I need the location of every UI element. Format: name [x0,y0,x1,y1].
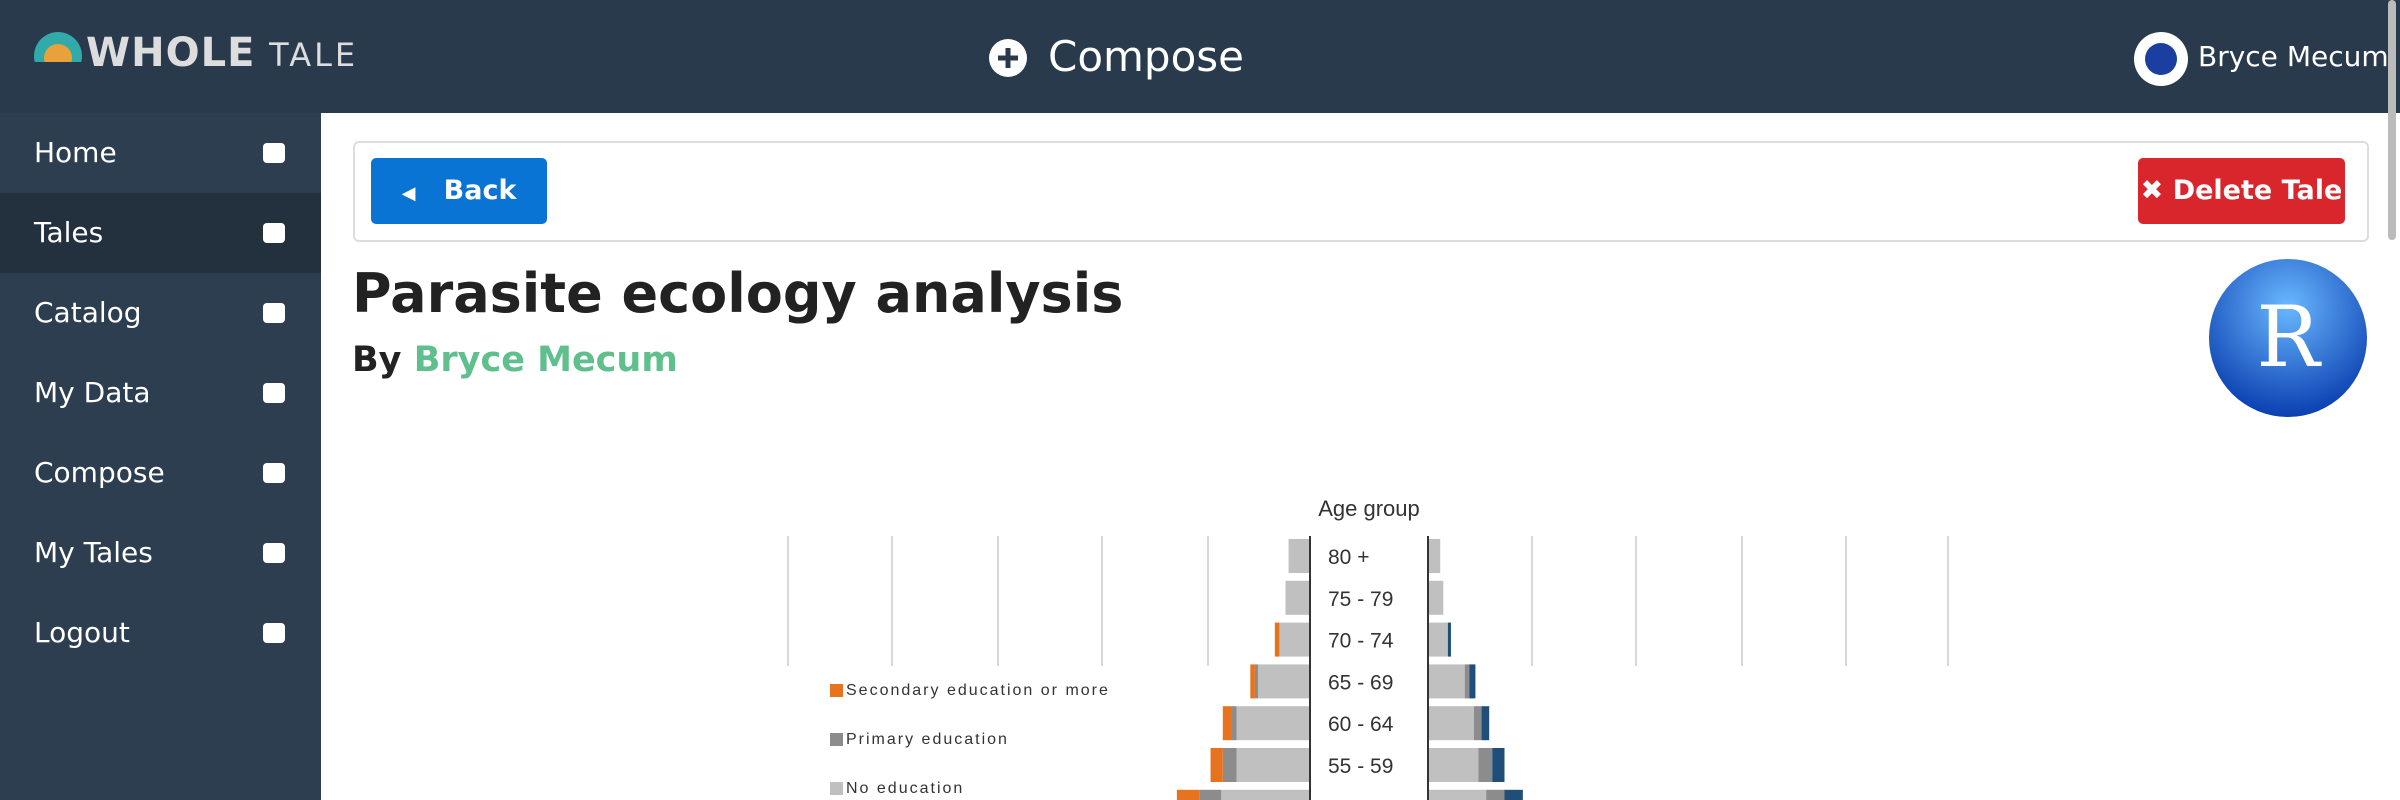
bar [1428,706,1474,741]
logo-word: WHOLE [86,30,256,76]
nav-item[interactable]: Logout [0,593,321,673]
category-label: 50 - 54 [1328,797,1394,800]
page-title: Compose [1048,32,1245,81]
legend-swatch [830,684,843,697]
tale-byline: By Bryce Mecum [352,340,678,380]
nav-label[interactable]: Catalog [34,296,142,329]
bar [1274,622,1280,657]
nav-icon[interactable] [263,463,285,483]
back-label[interactable]: Back [443,175,517,206]
user-name[interactable]: Bryce Mecum [2198,40,2389,73]
bar [1486,789,1505,800]
bar [1221,789,1310,800]
bar [1473,706,1482,741]
logo-text: WHOLE TALE [86,30,358,76]
nav-icon[interactable] [263,623,285,643]
bar [1279,622,1310,657]
bar [1285,580,1310,615]
delete-button[interactable]: ✖ Delete Tale [2138,158,2345,224]
nav-label[interactable]: Home [34,136,117,169]
legend-swatch [830,733,843,746]
bar [1469,664,1476,699]
nav-item[interactable]: Catalog [0,273,321,353]
legend-swatch [830,782,843,795]
bar [1428,748,1479,782]
delete-label[interactable]: Delete Tale [2172,175,2343,206]
avatar[interactable] [2133,31,2189,87]
bar [1199,789,1222,800]
toolbar: ◀ Back ✖ Delete Tale [353,141,2369,242]
nav-icon[interactable] [263,303,285,323]
category-label: 70 - 74 [1328,630,1394,653]
bar [1210,748,1223,782]
category-label: 80 + [1328,546,1369,569]
nav-item[interactable]: My Data [0,353,321,433]
bar [1257,664,1310,699]
bar [1504,789,1523,800]
bar [1478,748,1493,782]
nav-label[interactable]: My Tales [34,536,153,569]
bar [1222,748,1237,782]
header: WHOLE TALE Compose Bryce Mecum [0,0,2400,113]
bar [1428,622,1448,657]
r-badge: R [2209,259,2367,417]
sidebar: Home Tales Catalog My Data Compose My Tales Lo… [0,113,321,800]
bar [1464,664,1470,699]
nav-item[interactable]: Compose [0,433,321,513]
bar [1222,706,1232,741]
nav-item[interactable]: Home [0,113,321,193]
bar [1428,580,1444,615]
bar [1481,706,1490,741]
legend-label: No education [846,780,964,797]
bar [1428,539,1441,573]
bar [1236,706,1310,741]
nav-label[interactable]: Tales [34,216,104,249]
by: By [352,340,402,380]
legend-label: Primary education [846,731,1009,748]
category-label: 75 - 79 [1328,588,1393,611]
nav-icon[interactable] [263,143,285,163]
nav-icon[interactable] [263,543,285,563]
nav-label[interactable]: Logout [34,616,130,649]
bar [1236,748,1310,782]
bar [1447,622,1451,657]
legend-label: Secondary education or more [846,682,1110,699]
nav-label[interactable]: Compose [34,456,165,489]
chart-title: Age group [1318,496,1420,521]
scrollbar[interactable] [2388,0,2396,240]
nav-item[interactable]: My Tales [0,513,321,593]
category-label: 55 - 59 [1328,755,1393,778]
bar [1231,706,1237,741]
bar [1428,664,1465,699]
nav-icon[interactable] [263,383,285,403]
bar [1492,748,1505,782]
bar [1428,789,1487,800]
bar [1250,664,1255,699]
nav-icon[interactable] [263,223,285,243]
category-label: 65 - 69 [1328,671,1393,694]
author-link[interactable]: Bryce Mecum [413,340,678,380]
nav-item[interactable]: Tales [0,193,321,273]
bar [1254,664,1258,699]
back-button[interactable]: ◀ Back [371,158,547,224]
logo-icon [34,32,82,82]
bar [1176,789,1200,800]
nav-label[interactable]: My Data [34,376,151,409]
category-label: 60 - 64 [1328,713,1394,736]
logo-word: TALE [269,36,359,74]
tale-title: Parasite ecology analysis [352,262,1124,325]
badge-letter: R [2256,288,2322,386]
compose-icon [989,39,1027,77]
bar [1288,539,1310,573]
